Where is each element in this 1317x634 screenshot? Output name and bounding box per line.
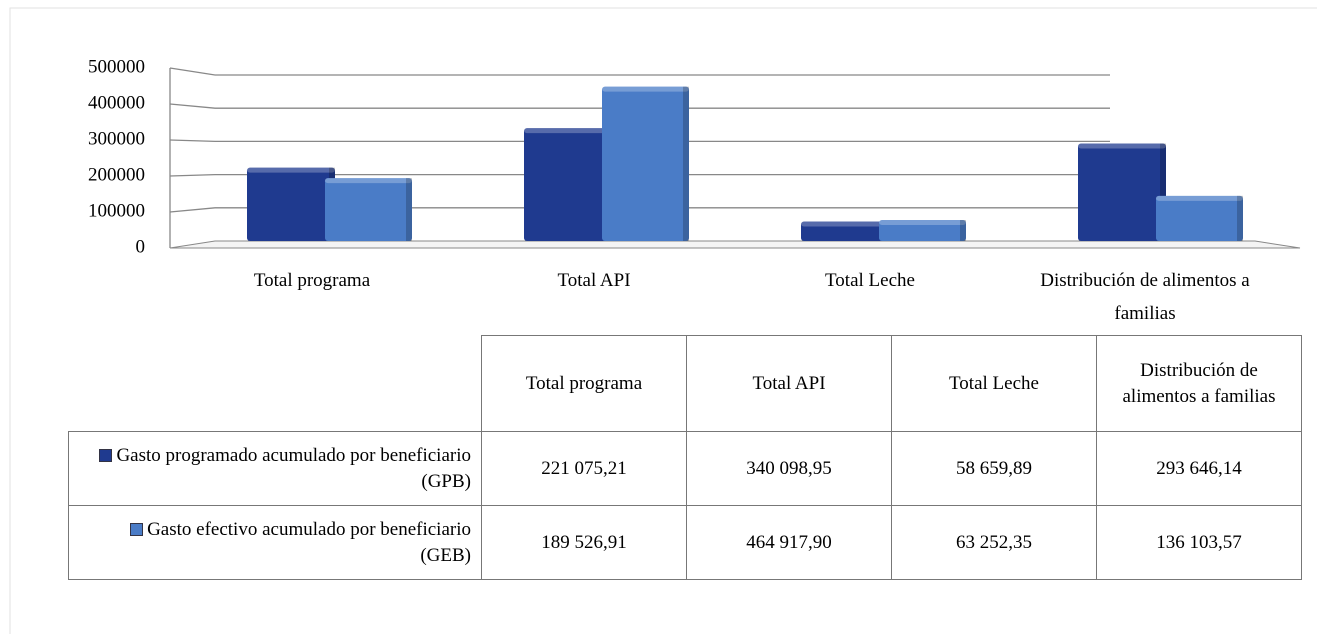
x-tick-label: Total programa — [253, 270, 371, 291]
data-cell: 221 075,21 — [481, 431, 687, 506]
grid-line — [169, 67, 1110, 76]
table-row: Gasto programado acumulado por beneficia… — [68, 431, 1302, 506]
column-header-text: Distribución de alimentos a familias — [1122, 359, 1276, 407]
x-tick-label: Distribución de alimentos a familias — [1040, 270, 1250, 324]
bar-top — [1156, 195, 1243, 201]
data-cell: 340 098,95 — [686, 431, 892, 506]
bar-side — [406, 178, 412, 241]
grid-line — [169, 139, 1110, 143]
column-header-text: Total Leche — [949, 372, 1039, 394]
bar — [247, 167, 335, 241]
bar — [325, 178, 412, 241]
empty-cell — [68, 335, 482, 432]
bar — [801, 221, 889, 241]
column-header: Total programa — [481, 335, 687, 432]
column-header: Total Leche — [891, 335, 1097, 432]
data-cell: 189 526,91 — [481, 505, 687, 580]
bar-side — [1237, 195, 1243, 241]
data-cell: 58 659,89 — [891, 431, 1097, 506]
y-tick-label: 300000 — [88, 128, 145, 149]
grid-line — [169, 173, 1110, 177]
bar-top — [879, 220, 966, 226]
bar — [1078, 143, 1166, 241]
legend-label: Gasto programado acumulado por beneficia… — [116, 444, 471, 492]
y-tick-label: 200000 — [88, 164, 145, 185]
data-cell: 63 252,35 — [891, 505, 1097, 580]
bar-top — [801, 221, 889, 227]
y-tick-label: 400000 — [88, 92, 145, 113]
frame — [9, 7, 1317, 634]
legend-label: Gasto efectivo acumulado por beneficiari… — [147, 518, 471, 566]
data-cell: 464 917,90 — [686, 505, 892, 580]
column-header: Distribución de alimentos a familias — [1096, 335, 1302, 432]
x-tick-label: Total API — [557, 270, 631, 291]
y-tick-label: 500000 — [88, 56, 145, 77]
data-table: Total programa Total API Total Leche Distri… — [68, 335, 1302, 580]
y-tick-label: 0 — [136, 236, 146, 257]
bar — [1156, 195, 1243, 241]
data-cell: 136 103,57 — [1096, 505, 1302, 580]
bar — [602, 86, 689, 242]
bar — [524, 128, 612, 241]
data-cell: 293 646,14 — [1096, 431, 1302, 506]
bar-top — [524, 128, 612, 134]
legend-swatch — [99, 448, 113, 462]
grid-line — [169, 103, 1110, 109]
bar-side — [960, 220, 966, 241]
bar-top — [602, 86, 689, 92]
legend-entry: Gasto efectivo acumulado por beneficiari… — [68, 505, 482, 580]
x-tick-label: Total Leche — [825, 270, 915, 291]
column-header: Total API — [686, 335, 892, 432]
table-header: Total programa Total API Total Leche Distri… — [68, 335, 1302, 432]
column-header-text: Total programa — [525, 372, 643, 394]
floor — [169, 240, 1301, 249]
legend-swatch — [130, 522, 144, 536]
legend-entry: Gasto programado acumulado por beneficia… — [68, 431, 482, 506]
y-tick-label: 100000 — [88, 200, 145, 221]
bar-side — [1160, 143, 1166, 241]
bar — [879, 220, 966, 241]
bar-top — [325, 178, 412, 184]
table-row: Gasto efectivo acumulado por beneficiari… — [68, 505, 1302, 580]
bar-top — [247, 167, 335, 173]
bar-side — [683, 86, 689, 242]
grid-line — [169, 207, 1110, 213]
bar-top — [1078, 143, 1166, 149]
column-header-text: Total API — [752, 372, 826, 394]
